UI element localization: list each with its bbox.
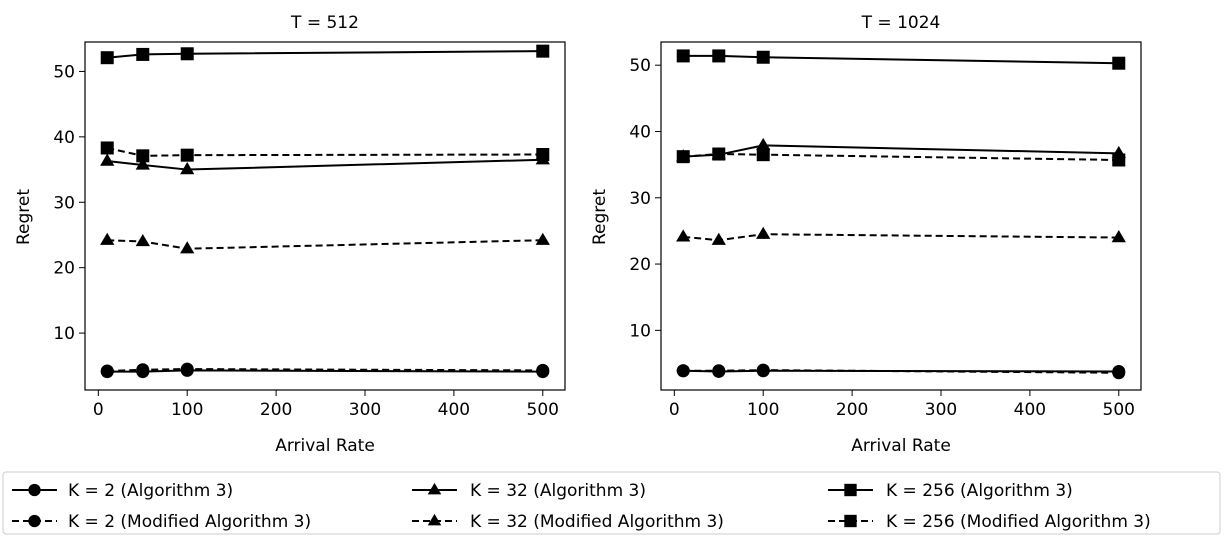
- legend-marker-square: [844, 514, 857, 528]
- y-tick-label: 20: [53, 259, 75, 279]
- data-point-circle: [536, 363, 550, 377]
- y-axis-label: Regret: [14, 189, 34, 245]
- subplot-t512: T = 512 Arrival Rate Regret 0 100 200 300 40…: [14, 13, 566, 456]
- series-line: [683, 369, 1119, 373]
- data-point-triangle: [1111, 230, 1126, 243]
- data-point-circle: [712, 364, 726, 378]
- data-point-square: [180, 148, 194, 162]
- data-point-triangle: [180, 162, 195, 175]
- legend-marker-circle: [28, 483, 41, 497]
- legend-label: K = 256 (Algorithm 3): [886, 481, 1073, 501]
- subplot-title: T = 512: [290, 13, 359, 33]
- legend-label: K = 2 (Algorithm 3): [68, 481, 233, 501]
- data-point-triangle: [756, 226, 771, 239]
- y-tick-label: 40: [53, 128, 75, 148]
- y-tick-label: 30: [629, 189, 651, 209]
- data-point-triangle: [711, 232, 726, 245]
- x-tick-label: 100: [747, 400, 779, 420]
- data-point-square: [136, 47, 150, 61]
- y-tick-label: 40: [629, 122, 651, 142]
- series-line: [683, 233, 1119, 242]
- data-point-square: [180, 47, 194, 61]
- data-point-triangle: [100, 232, 115, 245]
- x-tick-label: 400: [438, 400, 470, 420]
- data-point-square: [536, 148, 550, 162]
- data-point-circle: [756, 363, 770, 377]
- subplot-title: T = 1024: [861, 13, 941, 33]
- y-tick-label: 50: [629, 56, 651, 76]
- y-tick-label: 10: [53, 324, 75, 344]
- legend: K = 2 (Algorithm 3) K = 32 (Algorithm 3)…: [2, 471, 1221, 535]
- legend-marker-square: [844, 483, 857, 497]
- y-tick-label: 30: [53, 193, 75, 213]
- data-point-circle: [100, 364, 114, 378]
- series-line: [107, 158, 543, 171]
- data-point-square: [136, 149, 150, 163]
- subplot-t1024: T = 1024 Arrival Rate Regret 0 100 200 300 4…: [590, 13, 1142, 456]
- data-point-circle: [180, 362, 194, 376]
- legend-frame: [2, 471, 1221, 535]
- data-point-triangle: [135, 157, 150, 170]
- legend-label: K = 2 (Modified Algorithm 3): [68, 512, 311, 532]
- data-point-square: [536, 44, 550, 58]
- data-point-square: [712, 147, 726, 161]
- data-point-square: [100, 51, 114, 65]
- data-point-triangle: [100, 153, 115, 166]
- y-tick-label: 20: [629, 255, 651, 275]
- series-line: [107, 146, 543, 157]
- legend-label: K = 256 (Modified Algorithm 3): [886, 512, 1151, 532]
- x-tick-label: 200: [260, 400, 292, 420]
- x-tick-label: 300: [349, 400, 381, 420]
- series-line: [683, 153, 1119, 161]
- series-line: [107, 369, 543, 373]
- data-point-square: [100, 141, 114, 155]
- series-line: [683, 369, 1119, 374]
- data-point-triangle: [180, 241, 195, 254]
- plot-frame: [84, 41, 566, 391]
- data-point-square: [1112, 153, 1126, 167]
- series-line: [107, 368, 543, 373]
- series-line: [107, 50, 543, 59]
- x-axis-label: Arrival Rate: [851, 436, 951, 456]
- data-point-square: [712, 49, 726, 63]
- y-axis-label: Regret: [590, 189, 610, 245]
- plot-frame: [660, 41, 1142, 391]
- data-point-triangle: [135, 234, 150, 247]
- series-line: [107, 239, 543, 250]
- series-line: [683, 144, 1119, 158]
- y-tick-label: 10: [629, 321, 651, 341]
- x-tick-label: 100: [171, 400, 203, 420]
- data-point-triangle: [756, 137, 771, 151]
- data-point-circle: [136, 363, 150, 377]
- data-point-square: [1112, 56, 1126, 70]
- data-point-circle: [1112, 366, 1126, 380]
- x-axis-label: Arrival Rate: [275, 436, 375, 456]
- data-point-square: [756, 148, 770, 162]
- legend-marker-circle: [28, 514, 41, 528]
- y-tick-label: 50: [53, 62, 75, 82]
- x-tick-label: 0: [93, 400, 104, 420]
- legend-label: K = 32 (Algorithm 3): [470, 481, 646, 501]
- legend-marker-triangle: [427, 513, 442, 526]
- series-line: [683, 54, 1119, 65]
- data-point-square: [756, 50, 770, 64]
- data-point-square: [676, 150, 690, 164]
- legend-label: K = 32 (Modified Algorithm 3): [470, 512, 724, 532]
- x-tick-label: 300: [925, 400, 957, 420]
- data-point-triangle: [676, 229, 691, 242]
- legend-marker-triangle: [427, 482, 442, 495]
- data-point-circle: [676, 364, 690, 378]
- x-tick-label: 200: [836, 400, 868, 420]
- data-point-square: [676, 49, 690, 63]
- x-tick-label: 0: [669, 400, 680, 420]
- data-point-triangle: [535, 232, 550, 245]
- x-tick-label: 500: [1103, 400, 1135, 420]
- x-tick-label: 400: [1014, 400, 1046, 420]
- x-tick-label: 500: [527, 400, 559, 420]
